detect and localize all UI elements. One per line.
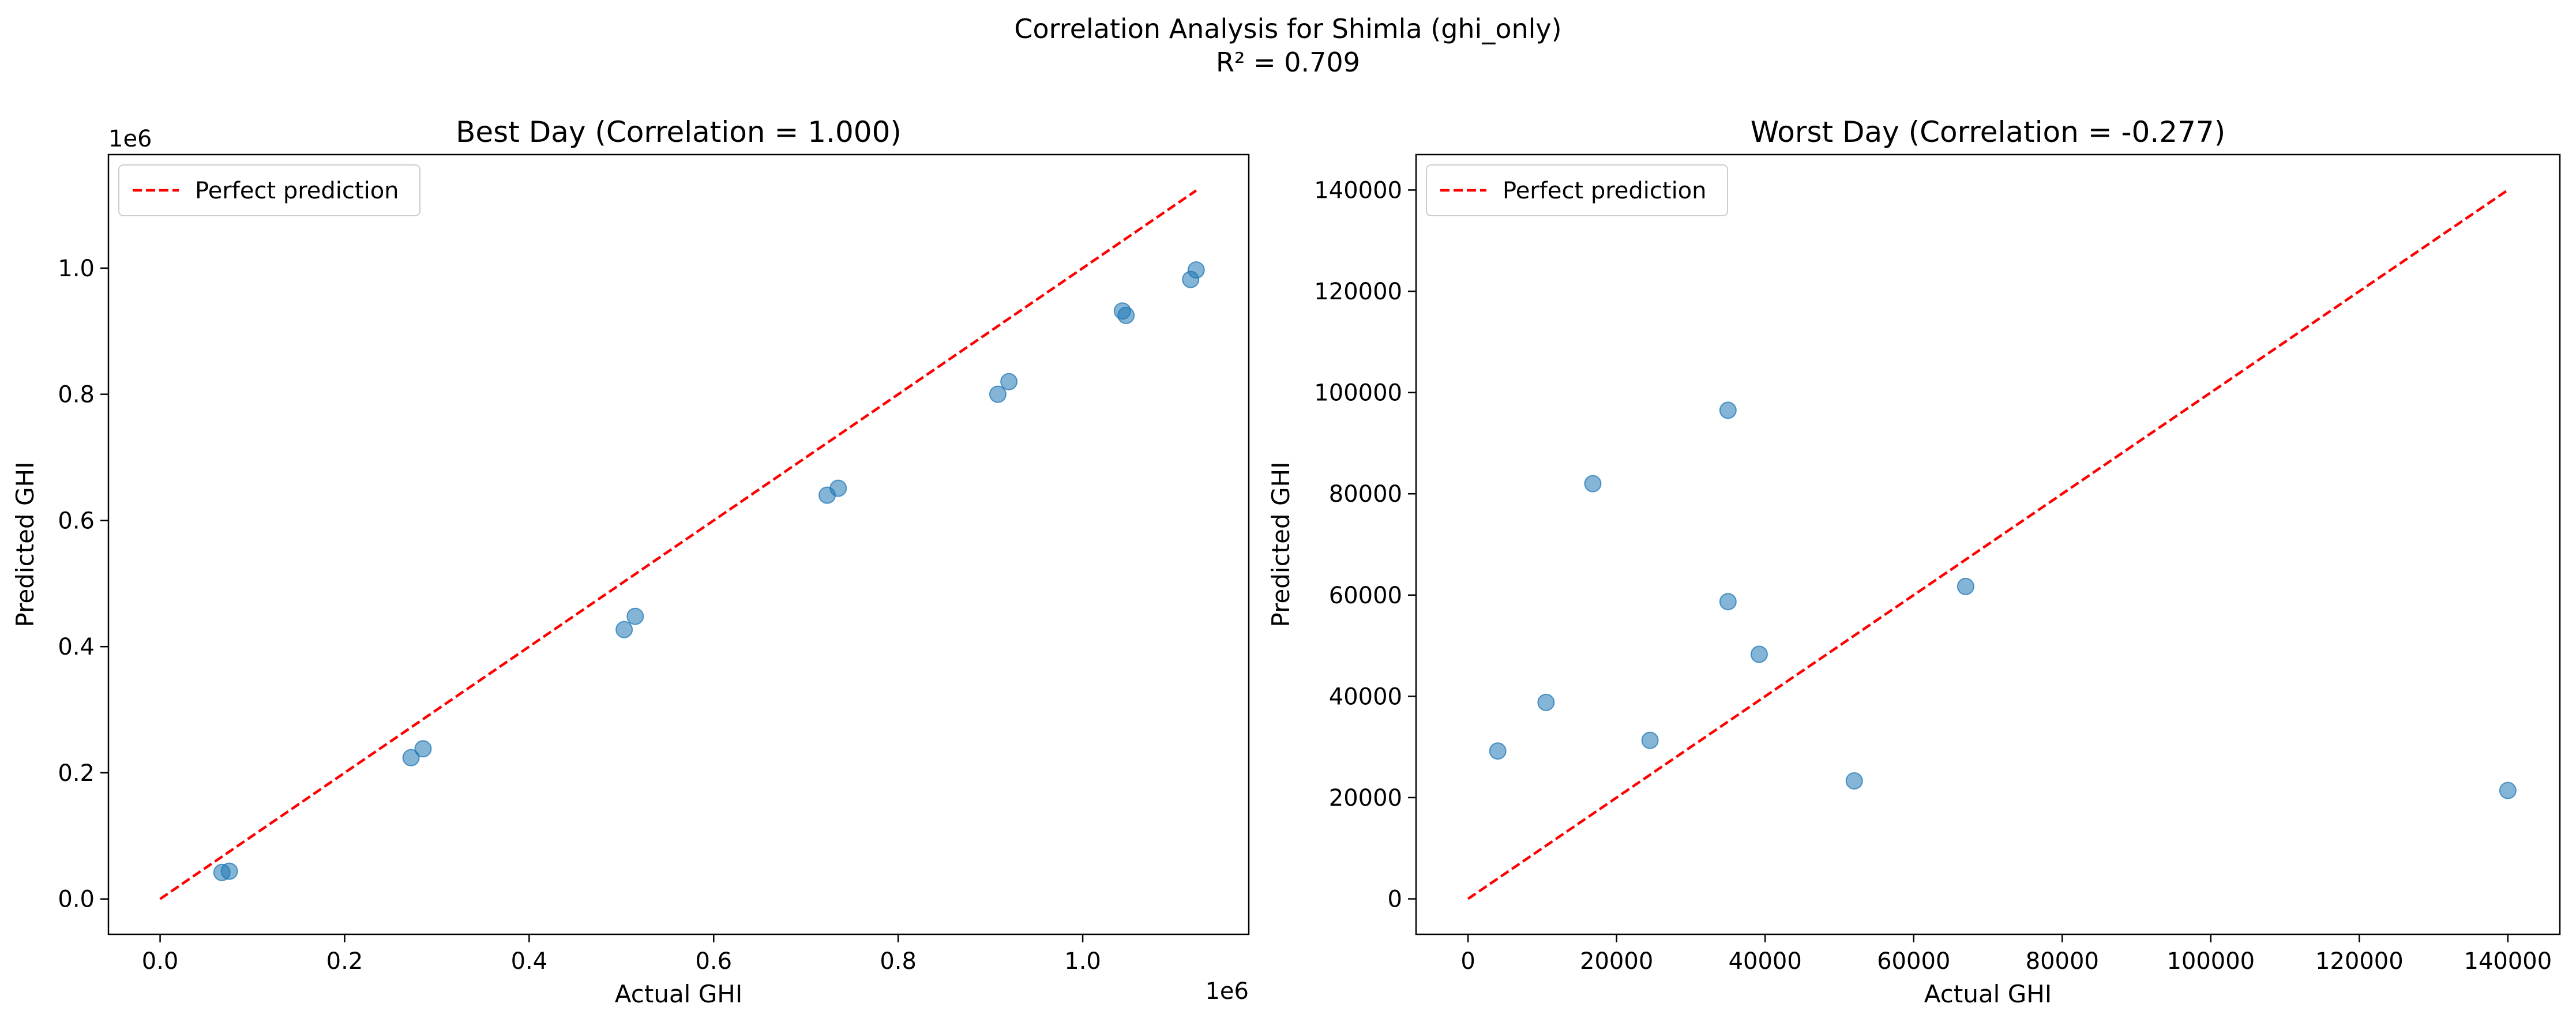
scatter-point <box>1489 742 1507 760</box>
scatter-point <box>1117 306 1135 324</box>
y-tick-label: 60000 <box>1329 582 1402 609</box>
x-tick-label: 100000 <box>2166 948 2255 975</box>
y-tick-label: 0.2 <box>58 760 95 787</box>
scatter-point <box>220 862 238 880</box>
scatter-point <box>1537 693 1555 711</box>
y-offset-label: 1e6 <box>108 126 152 152</box>
y-tick-label: 80000 <box>1329 481 1402 508</box>
legend: Perfect prediction <box>1426 164 1728 216</box>
y-tick-label: 40000 <box>1329 683 1402 710</box>
y-tick-label: 20000 <box>1329 785 1402 811</box>
y-tick-label: 1.0 <box>58 255 95 282</box>
x-tick-label: 0.4 <box>511 948 548 975</box>
x-axis-label: Actual GHI <box>615 980 742 1008</box>
x-tick-label: 0.0 <box>142 948 179 975</box>
worst-day-plot: Worst Day (Correlation = -0.277) 0 20000 40… <box>1267 115 2561 1008</box>
legend-label: Perfect prediction <box>195 178 399 204</box>
y-axis-label: Predicted GHI <box>11 461 39 627</box>
y-axis-label: Predicted GHI <box>1267 461 1295 627</box>
x-tick-label: 120000 <box>2315 948 2404 975</box>
x-offset-label: 1e6 <box>1205 978 1249 1005</box>
scatter-point <box>829 479 847 497</box>
x-axis-label: Actual GHI <box>1924 980 2052 1008</box>
y-tick-label: 0.6 <box>58 508 95 534</box>
x-tick-label: 0.6 <box>695 948 732 975</box>
scatter-point <box>1719 401 1737 419</box>
x-tick-label: 0 <box>1460 948 1475 975</box>
plot-frame <box>1415 153 2561 935</box>
scatter-point <box>1957 577 1974 595</box>
scatter-point <box>1187 261 1205 279</box>
y-tick-label: 140000 <box>1314 177 1402 204</box>
scatter-point <box>1845 772 1863 790</box>
y-tick-label: 0 <box>1388 886 1402 913</box>
plot-frame <box>107 153 1250 935</box>
legend-box <box>118 164 420 216</box>
perfect-prediction-line <box>1467 189 2509 900</box>
y-tick-label: 0.4 <box>58 634 95 660</box>
x-tick-label: 0.8 <box>880 948 917 975</box>
scatter-point <box>1000 373 1018 390</box>
scatter-point <box>615 621 633 638</box>
plot-title: Worst Day (Correlation = -0.277) <box>1751 115 2225 149</box>
plot-title: Best Day (Correlation = 1.000) <box>456 115 902 149</box>
scatter-point <box>2499 781 2517 799</box>
scatter-point <box>1584 475 1602 493</box>
y-tick-label: 120000 <box>1314 279 1402 305</box>
scatter-point <box>1641 731 1659 749</box>
x-tick-label: 140000 <box>2464 948 2552 975</box>
best-day-plot: Best Day (Correlation = 1.000) 0.0 0.2 0.4 0… <box>11 115 1250 1008</box>
x-tick-label: 60000 <box>1877 948 1950 975</box>
scatter-point <box>1719 593 1737 611</box>
legend-label: Perfect prediction <box>1503 178 1707 204</box>
figure-title: Correlation Analysis for Shimla (ghi_onl… <box>1014 13 1561 44</box>
y-tick-label: 0.8 <box>58 382 95 408</box>
scatter-point <box>402 749 420 766</box>
legend: Perfect prediction <box>118 164 420 216</box>
x-tick-label: 80000 <box>2026 948 2099 975</box>
x-tick-label: 1.0 <box>1064 948 1101 975</box>
perfect-prediction-line <box>159 189 1197 900</box>
y-tick-label: 0.0 <box>58 886 95 913</box>
y-tick-label: 100000 <box>1314 380 1402 407</box>
x-tick-label: 0.2 <box>326 948 363 975</box>
scatter-point <box>414 740 432 758</box>
x-tick-label: 20000 <box>1580 948 1653 975</box>
x-tick-label: 40000 <box>1729 948 1802 975</box>
scatter-point <box>1750 645 1768 663</box>
figure-subtitle: R² = 0.709 <box>1216 47 1360 78</box>
legend-box <box>1426 164 1728 216</box>
scatter-point <box>626 607 644 625</box>
scatter-point <box>989 385 1007 403</box>
